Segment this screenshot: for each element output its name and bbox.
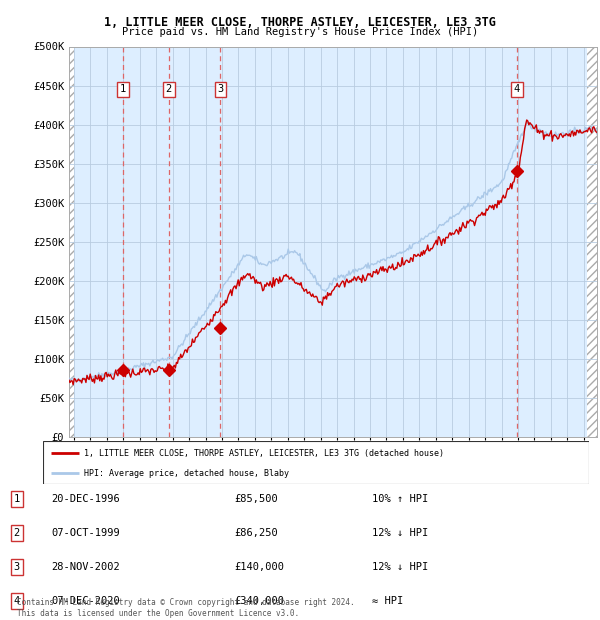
Text: 2: 2 xyxy=(166,84,172,94)
Text: 3: 3 xyxy=(14,562,20,572)
Text: HPI: Average price, detached house, Blaby: HPI: Average price, detached house, Blab… xyxy=(84,469,289,477)
Bar xyxy=(69,46,74,437)
Text: £340,000: £340,000 xyxy=(234,596,284,606)
Text: 20-DEC-1996: 20-DEC-1996 xyxy=(51,494,120,504)
Text: 12% ↓ HPI: 12% ↓ HPI xyxy=(372,562,428,572)
Text: 1, LITTLE MEER CLOSE, THORPE ASTLEY, LEICESTER, LE3 3TG: 1, LITTLE MEER CLOSE, THORPE ASTLEY, LEI… xyxy=(104,16,496,29)
Text: 4: 4 xyxy=(514,84,520,94)
Text: Price paid vs. HM Land Registry's House Price Index (HPI): Price paid vs. HM Land Registry's House … xyxy=(122,27,478,37)
Text: 3: 3 xyxy=(217,84,224,94)
Text: 07-DEC-2020: 07-DEC-2020 xyxy=(51,596,120,606)
Text: 1, LITTLE MEER CLOSE, THORPE ASTLEY, LEICESTER, LE3 3TG (detached house): 1, LITTLE MEER CLOSE, THORPE ASTLEY, LEI… xyxy=(84,449,444,458)
Text: 10% ↑ HPI: 10% ↑ HPI xyxy=(372,494,428,504)
Text: £86,250: £86,250 xyxy=(234,528,278,538)
Text: £140,000: £140,000 xyxy=(234,562,284,572)
Text: 07-OCT-1999: 07-OCT-1999 xyxy=(51,528,120,538)
Text: £85,500: £85,500 xyxy=(234,494,278,504)
Text: Contains HM Land Registry data © Crown copyright and database right 2024.
This d: Contains HM Land Registry data © Crown c… xyxy=(17,598,355,618)
Text: 1: 1 xyxy=(119,84,126,94)
Text: 2: 2 xyxy=(14,528,20,538)
Text: 1: 1 xyxy=(14,494,20,504)
Text: ≈ HPI: ≈ HPI xyxy=(372,596,403,606)
Text: 4: 4 xyxy=(14,596,20,606)
Text: 28-NOV-2002: 28-NOV-2002 xyxy=(51,562,120,572)
Text: 12% ↓ HPI: 12% ↓ HPI xyxy=(372,528,428,538)
Bar xyxy=(587,46,597,437)
